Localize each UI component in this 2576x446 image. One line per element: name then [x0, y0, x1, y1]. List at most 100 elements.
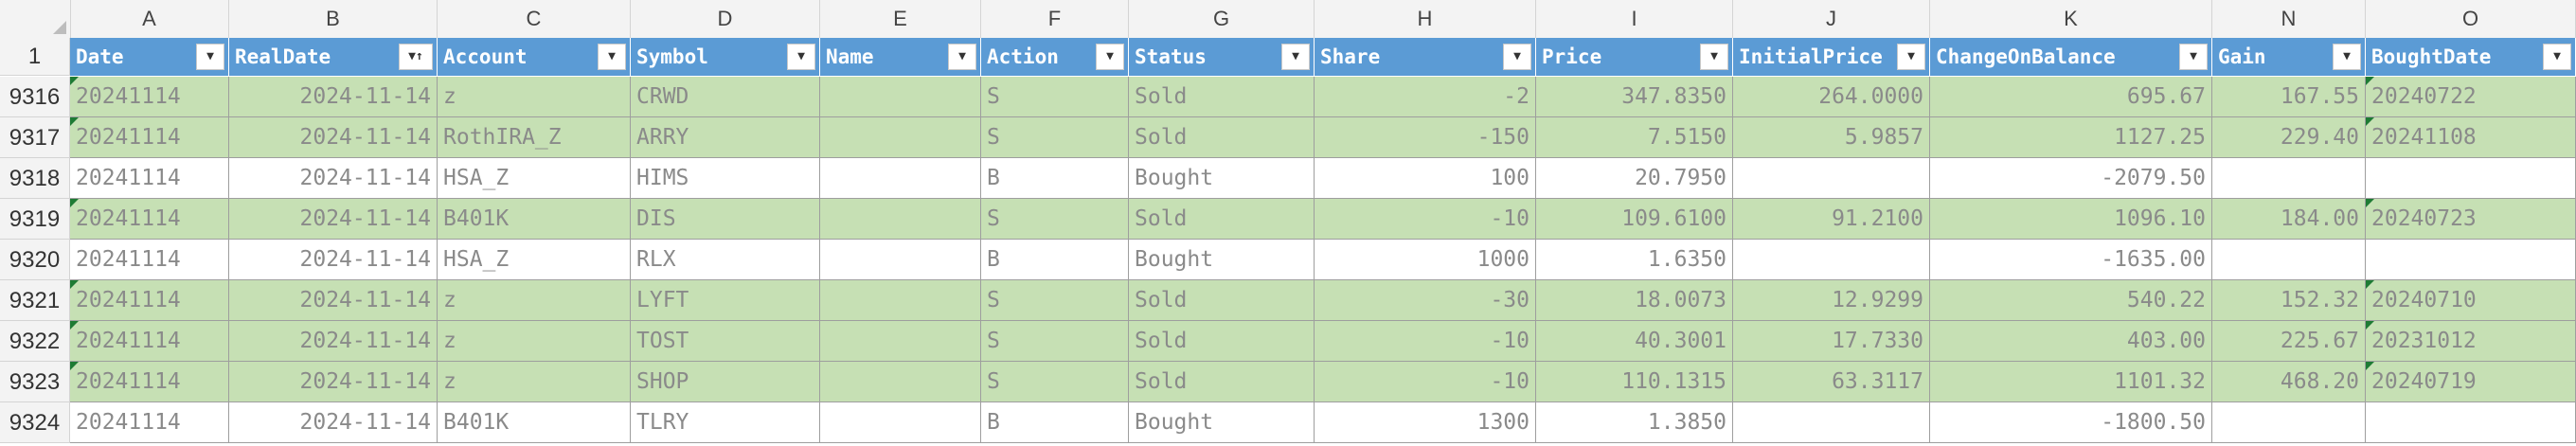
column-letter-o[interactable]: O — [2366, 0, 2576, 38]
row-number-header[interactable]: 1 — [0, 38, 70, 76]
header-f[interactable]: Action ▼ — [981, 38, 1129, 76]
cell-d[interactable]: LYFT — [631, 280, 820, 321]
cell-a[interactable]: 20241114 — [70, 362, 229, 402]
column-letter-j[interactable]: J — [1733, 0, 1930, 38]
cell-g[interactable]: Bought — [1129, 158, 1315, 199]
cell-o[interactable] — [2366, 240, 2576, 280]
cell-j[interactable]: 91.2100 — [1733, 199, 1930, 240]
cell-b[interactable]: 2024-11-14 — [229, 362, 438, 402]
column-letter-a[interactable]: A — [70, 0, 229, 38]
cell-e[interactable] — [820, 199, 981, 240]
cell-o[interactable]: 20231012 — [2366, 321, 2576, 362]
cell-k[interactable]: 695.67 — [1930, 77, 2212, 117]
cell-f[interactable]: S — [981, 321, 1129, 362]
cell-h[interactable]: -150 — [1315, 117, 1536, 158]
filter-dropdown-icon[interactable]: ▼ — [1281, 44, 1310, 70]
cell-e[interactable] — [820, 77, 981, 117]
filter-dropdown-icon[interactable]: ▼ — [1096, 44, 1124, 70]
cell-d[interactable]: DIS — [631, 199, 820, 240]
cell-c[interactable]: RothIRA_Z — [438, 117, 631, 158]
filter-dropdown-icon[interactable]: ▼ — [2543, 44, 2571, 70]
cell-i[interactable]: 7.5150 — [1536, 117, 1733, 158]
cell-h[interactable]: 1300 — [1315, 402, 1536, 443]
cell-j[interactable]: 5.9857 — [1733, 117, 1930, 158]
cell-a[interactable]: 20241114 — [70, 402, 229, 443]
cell-b[interactable]: 2024-11-14 — [229, 199, 438, 240]
cell-h[interactable]: -10 — [1315, 321, 1536, 362]
cell-n[interactable]: 184.00 — [2212, 199, 2366, 240]
cell-e[interactable] — [820, 280, 981, 321]
cell-j[interactable]: 63.3117 — [1733, 362, 1930, 402]
column-letter-h[interactable]: H — [1315, 0, 1536, 38]
column-letter-e[interactable]: E — [820, 0, 981, 38]
cell-g[interactable]: Sold — [1129, 362, 1315, 402]
cell-k[interactable]: 1096.10 — [1930, 199, 2212, 240]
cell-k[interactable]: -1800.50 — [1930, 402, 2212, 443]
cell-f[interactable]: B — [981, 402, 1129, 443]
cell-c[interactable]: z — [438, 362, 631, 402]
column-letter-b[interactable]: B — [229, 0, 438, 38]
cell-d[interactable]: HIMS — [631, 158, 820, 199]
cell-i[interactable]: 1.6350 — [1536, 240, 1733, 280]
filter-sort-dropdown-icon[interactable]: ▼↑ — [399, 44, 433, 70]
cell-f[interactable]: S — [981, 362, 1129, 402]
cell-n[interactable] — [2212, 158, 2366, 199]
cell-c[interactable]: z — [438, 77, 631, 117]
cell-a[interactable]: 20241114 — [70, 158, 229, 199]
cell-i[interactable]: 1.3850 — [1536, 402, 1733, 443]
cell-c[interactable]: HSA_Z — [438, 240, 631, 280]
header-c[interactable]: Account ▼ — [438, 38, 631, 76]
cell-k[interactable]: 1127.25 — [1930, 117, 2212, 158]
cell-b[interactable]: 2024-11-14 — [229, 402, 438, 443]
cell-j[interactable] — [1733, 402, 1930, 443]
column-letter-i[interactable]: I — [1536, 0, 1733, 38]
cell-n[interactable] — [2212, 402, 2366, 443]
cell-b[interactable]: 2024-11-14 — [229, 321, 438, 362]
header-k[interactable]: ChangeOnBalance ▼ — [1930, 38, 2212, 76]
cell-h[interactable]: 1000 — [1315, 240, 1536, 280]
header-d[interactable]: Symbol ▼ — [631, 38, 820, 76]
cell-n[interactable] — [2212, 240, 2366, 280]
cell-f[interactable]: S — [981, 77, 1129, 117]
cell-a[interactable]: 20241114 — [70, 240, 229, 280]
row-number[interactable]: 9316 — [0, 77, 70, 117]
cell-a[interactable]: 20241114 — [70, 280, 229, 321]
cell-n[interactable]: 468.20 — [2212, 362, 2366, 402]
cell-k[interactable]: 540.22 — [1930, 280, 2212, 321]
row-number[interactable]: 9321 — [0, 280, 70, 321]
column-letter-c[interactable]: C — [438, 0, 631, 38]
cell-i[interactable]: 40.3001 — [1536, 321, 1733, 362]
cell-d[interactable]: CRWD — [631, 77, 820, 117]
filter-dropdown-icon[interactable]: ▼ — [196, 44, 224, 70]
row-number[interactable]: 9319 — [0, 199, 70, 240]
cell-k[interactable]: 403.00 — [1930, 321, 2212, 362]
cell-b[interactable]: 2024-11-14 — [229, 240, 438, 280]
cell-d[interactable]: TOST — [631, 321, 820, 362]
header-g[interactable]: Status ▼ — [1129, 38, 1315, 76]
cell-j[interactable] — [1733, 158, 1930, 199]
cell-h[interactable]: -30 — [1315, 280, 1536, 321]
cell-a[interactable]: 20241114 — [70, 77, 229, 117]
row-number[interactable]: 9320 — [0, 240, 70, 280]
header-j[interactable]: InitialPrice ▼ — [1733, 38, 1930, 76]
cell-j[interactable]: 17.7330 — [1733, 321, 1930, 362]
cell-c[interactable]: B401K — [438, 402, 631, 443]
filter-dropdown-icon[interactable]: ▼ — [598, 44, 626, 70]
cell-h[interactable]: -10 — [1315, 362, 1536, 402]
cell-o[interactable]: 20240723 — [2366, 199, 2576, 240]
cell-a[interactable]: 20241114 — [70, 117, 229, 158]
row-number[interactable]: 9323 — [0, 362, 70, 402]
filter-dropdown-icon[interactable]: ▼ — [2179, 44, 2208, 70]
column-letter-f[interactable]: F — [981, 0, 1129, 38]
cell-e[interactable] — [820, 402, 981, 443]
cell-c[interactable]: B401K — [438, 199, 631, 240]
cell-d[interactable]: TLRY — [631, 402, 820, 443]
cell-b[interactable]: 2024-11-14 — [229, 117, 438, 158]
cell-d[interactable]: RLX — [631, 240, 820, 280]
cell-g[interactable]: Bought — [1129, 240, 1315, 280]
row-number[interactable]: 9318 — [0, 158, 70, 199]
cell-b[interactable]: 2024-11-14 — [229, 77, 438, 117]
cell-h[interactable]: -2 — [1315, 77, 1536, 117]
cell-o[interactable] — [2366, 158, 2576, 199]
